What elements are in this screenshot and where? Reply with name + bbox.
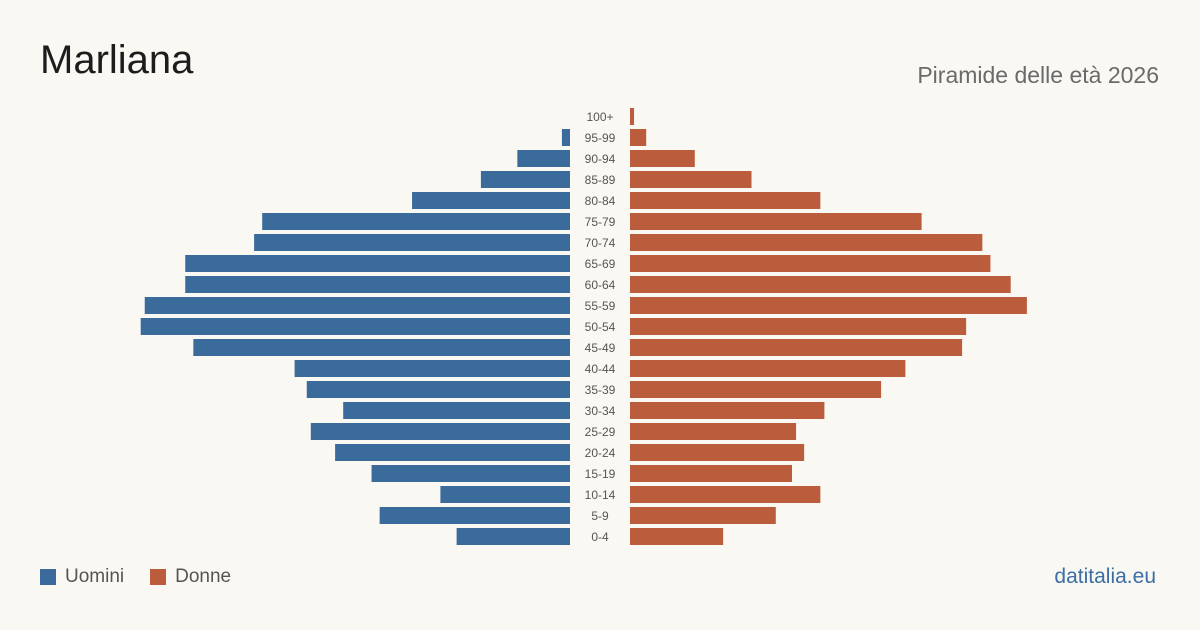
legend-swatch-women xyxy=(150,569,167,585)
bar-women-55-59 xyxy=(630,297,1027,314)
age-label-45-49: 45-49 xyxy=(585,341,616,355)
age-label-90-94: 90-94 xyxy=(585,152,616,166)
age-labels-group: 100+ 95-99 90-94 85-89 80-84 75-79 70-74 65-69 6… xyxy=(585,110,616,544)
bar-women-70-74 xyxy=(630,234,983,251)
age-label-50-54: 50-54 xyxy=(585,320,616,334)
bar-men-25-29 xyxy=(310,423,570,440)
brand-link[interactable]: datitalia.eu xyxy=(1054,565,1156,588)
bar-women-85-89 xyxy=(630,171,752,188)
age-label-60-64: 60-64 xyxy=(585,278,616,292)
age-label-20-24: 20-24 xyxy=(585,446,616,460)
age-label-55-59: 55-59 xyxy=(585,299,616,313)
bar-men-95-99 xyxy=(561,129,570,146)
bar-men-90-94 xyxy=(517,150,570,167)
bar-men-50-54 xyxy=(140,318,570,335)
bar-men-55-59 xyxy=(144,297,570,314)
bar-men-80-84 xyxy=(412,192,570,209)
bar-men-40-44 xyxy=(294,360,570,377)
bar-men-30-34 xyxy=(343,402,570,419)
age-label-35-39: 35-39 xyxy=(585,383,616,397)
legend: Uomini Donne xyxy=(40,566,257,588)
bar-women-10-14 xyxy=(630,486,821,503)
bar-women-90-94 xyxy=(630,150,695,167)
legend-item-women: Donne xyxy=(150,566,231,588)
bar-men-20-24 xyxy=(335,444,570,461)
men-bars-group xyxy=(140,129,570,545)
bar-women-20-24 xyxy=(630,444,805,461)
bar-women-50-54 xyxy=(630,318,967,335)
bar-women-0-4 xyxy=(630,528,724,545)
bar-women-65-69 xyxy=(630,255,991,272)
women-bars-group xyxy=(630,108,1027,545)
legend-label-women: Donne xyxy=(175,566,232,587)
legend-item-men: Uomini xyxy=(40,566,124,588)
age-label-70-74: 70-74 xyxy=(585,236,616,250)
bar-women-15-19 xyxy=(630,465,792,482)
age-label-75-79: 75-79 xyxy=(585,215,616,229)
bar-women-100plus xyxy=(630,108,635,125)
page-title: Marliana xyxy=(40,38,194,82)
bar-men-70-74 xyxy=(254,234,570,251)
bar-women-75-79 xyxy=(630,213,922,230)
bar-men-5-9 xyxy=(379,507,570,524)
bar-men-0-4 xyxy=(456,528,570,545)
bar-men-75-79 xyxy=(262,213,570,230)
bar-women-95-99 xyxy=(630,129,647,146)
age-label-5-9: 5-9 xyxy=(591,509,609,523)
bar-men-35-39 xyxy=(306,381,570,398)
bar-men-60-64 xyxy=(185,276,570,293)
age-label-65-69: 65-69 xyxy=(585,257,616,271)
bar-men-85-89 xyxy=(480,171,570,188)
age-label-15-19: 15-19 xyxy=(585,467,616,481)
bar-men-65-69 xyxy=(185,255,570,272)
age-label-25-29: 25-29 xyxy=(585,425,616,439)
age-label-80-84: 80-84 xyxy=(585,194,616,208)
bar-women-5-9 xyxy=(630,507,776,524)
bar-women-35-39 xyxy=(630,381,882,398)
age-label-85-89: 85-89 xyxy=(585,173,616,187)
bar-women-60-64 xyxy=(630,276,1011,293)
legend-swatch-men xyxy=(40,569,56,585)
age-label-10-14: 10-14 xyxy=(585,488,616,502)
bar-women-80-84 xyxy=(630,192,821,209)
bar-women-30-34 xyxy=(630,402,825,419)
age-label-100plus: 100+ xyxy=(586,110,613,124)
bar-women-45-49 xyxy=(630,339,963,356)
age-label-30-34: 30-34 xyxy=(585,404,616,418)
chart-subtitle: Piramide delle età 2026 xyxy=(917,62,1159,88)
bar-men-45-49 xyxy=(193,339,570,356)
bar-women-40-44 xyxy=(630,360,906,377)
age-label-40-44: 40-44 xyxy=(585,362,616,376)
bar-men-10-14 xyxy=(440,486,570,503)
age-label-95-99: 95-99 xyxy=(585,131,616,145)
legend-label-men: Uomini xyxy=(65,566,125,587)
age-label-0-4: 0-4 xyxy=(591,530,609,544)
bar-men-15-19 xyxy=(371,465,570,482)
bar-women-25-29 xyxy=(630,423,797,440)
